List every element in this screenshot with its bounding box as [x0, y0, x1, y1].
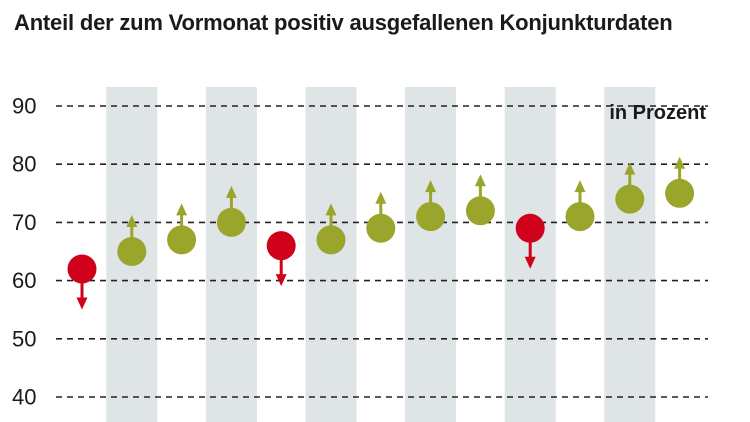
arrow-up-icon — [325, 203, 337, 216]
arrow-up-icon — [176, 203, 188, 216]
arrow-up-icon — [674, 156, 686, 169]
data-point — [366, 191, 396, 243]
data-point — [465, 174, 495, 226]
data-point — [216, 185, 246, 237]
data-point — [565, 180, 595, 232]
point-marker — [465, 196, 495, 226]
arrow-down-icon — [524, 256, 536, 269]
y-tick-label: 90 — [12, 94, 36, 119]
shaded-band — [305, 87, 357, 422]
y-tick-label: 70 — [12, 210, 36, 235]
point-marker — [316, 225, 346, 255]
data-point — [665, 156, 695, 208]
shaded-band — [405, 87, 457, 422]
point-marker — [416, 202, 446, 232]
point-marker — [216, 207, 246, 237]
arrow-down-icon — [76, 297, 88, 310]
y-tick-label: 40 — [12, 385, 36, 410]
unit-label: in Prozent — [609, 102, 706, 124]
arrow-up-icon — [624, 162, 636, 175]
arrow-up-icon — [375, 191, 387, 204]
y-tick-label: 50 — [12, 326, 36, 351]
arrow-up-icon — [474, 174, 486, 187]
point-marker — [565, 202, 595, 232]
shaded-band — [205, 87, 257, 422]
point-marker — [665, 178, 695, 208]
data-point — [416, 180, 446, 232]
y-tick-labels: 40 50 60 70 80 90 — [12, 94, 36, 410]
data-point — [615, 162, 645, 214]
arrow-up-icon — [574, 180, 586, 193]
point-marker — [515, 213, 545, 243]
data-point — [167, 203, 197, 255]
data-point — [266, 231, 296, 287]
shaded-band — [604, 87, 656, 422]
arrow-up-icon — [126, 215, 138, 227]
arrow-up-icon — [225, 185, 237, 198]
y-tick-label: 60 — [12, 268, 36, 293]
point-marker — [117, 237, 147, 266]
data-point — [67, 254, 97, 310]
data-point — [316, 203, 346, 255]
data-point — [515, 213, 545, 269]
point-marker — [366, 213, 396, 243]
data-point — [117, 215, 147, 266]
y-tick-label: 80 — [12, 152, 36, 177]
point-marker — [266, 231, 296, 261]
point-marker — [67, 254, 97, 284]
chart-title: Anteil der zum Vormonat positiv ausgefal… — [14, 10, 673, 35]
arrow-down-icon — [275, 274, 287, 287]
point-marker — [615, 184, 645, 214]
point-marker — [167, 225, 197, 255]
data-points — [67, 156, 695, 310]
shaded-bands — [106, 87, 656, 422]
arrow-up-icon — [425, 180, 437, 193]
grid-lines — [56, 105, 708, 398]
